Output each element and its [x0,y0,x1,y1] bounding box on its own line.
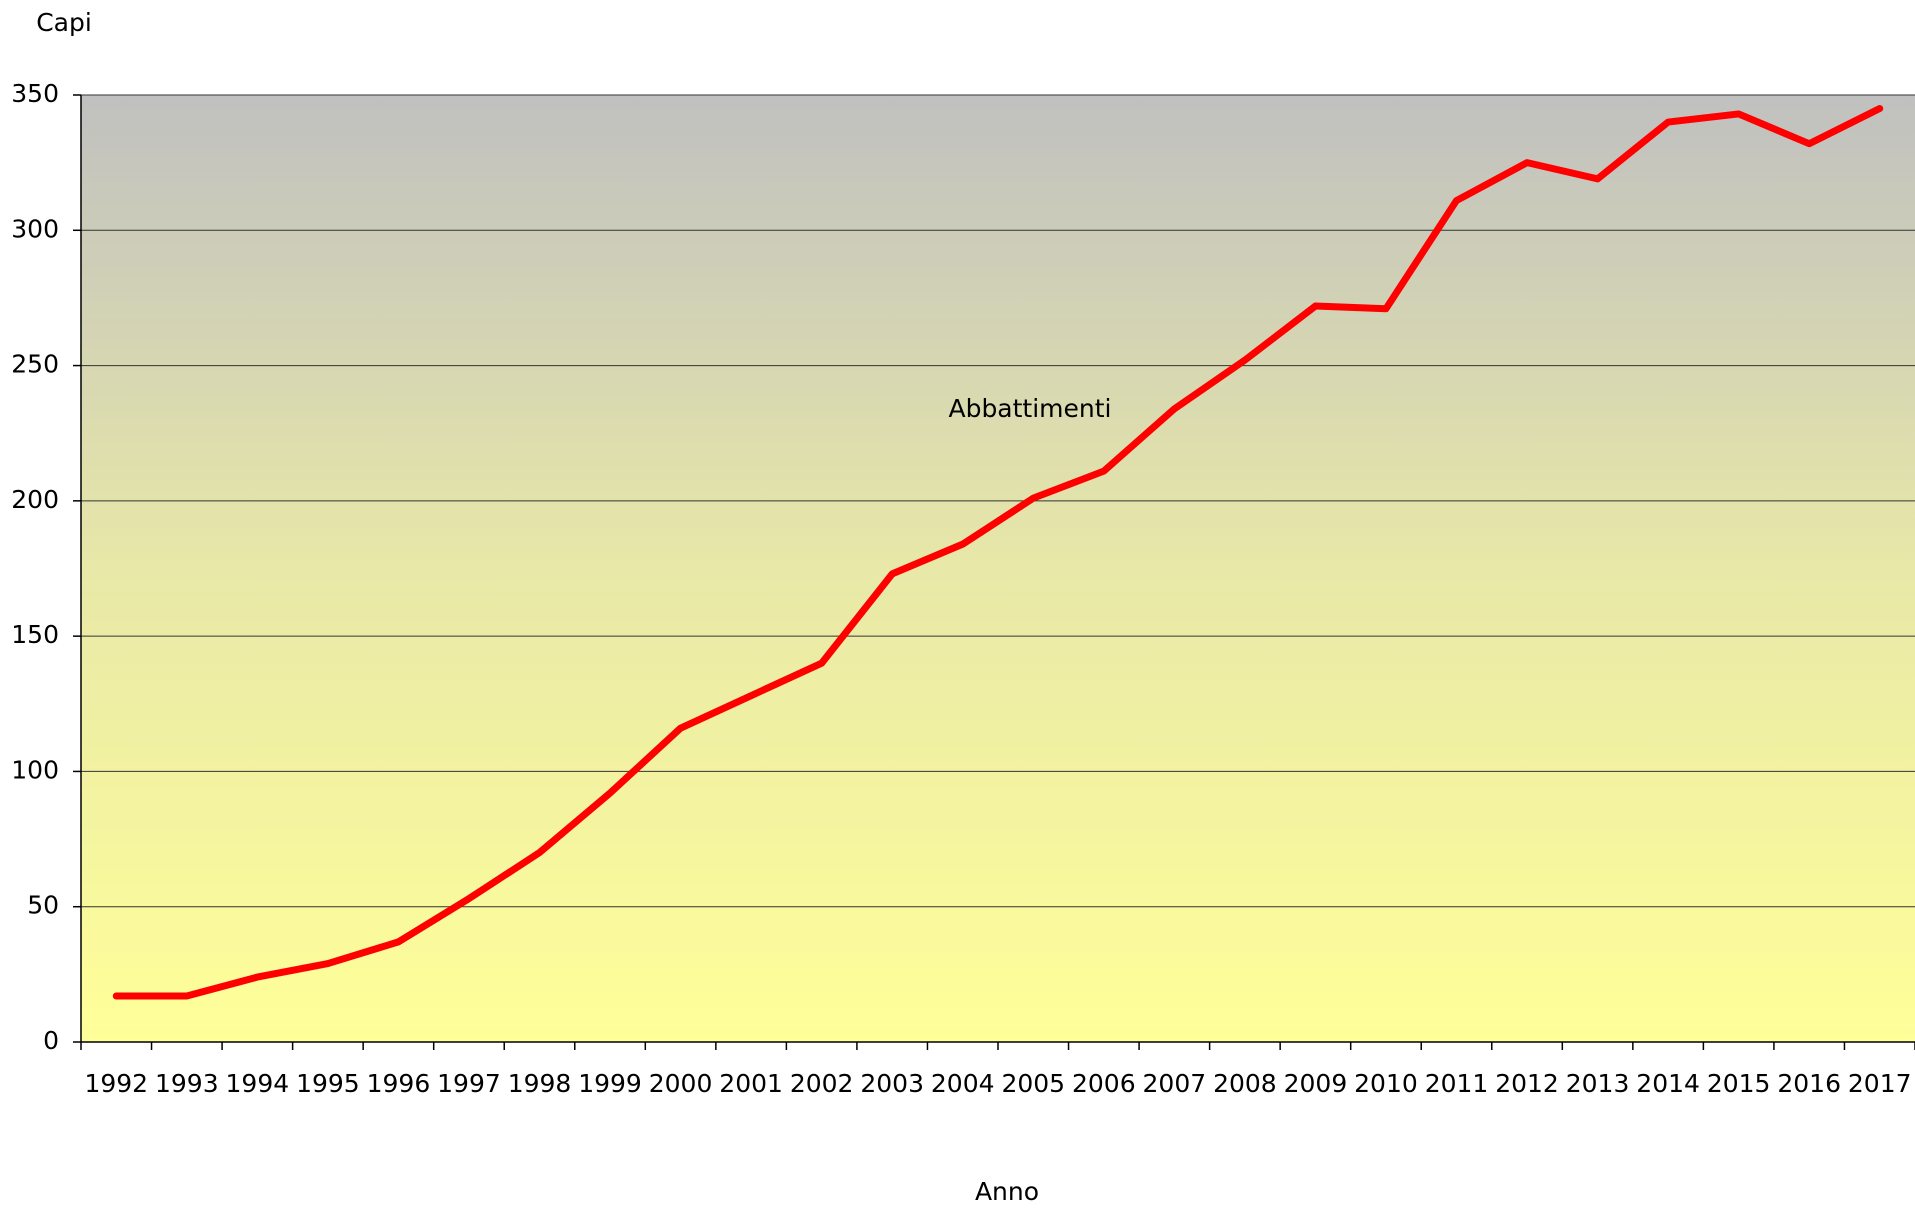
x-tick-label: 2005 [1001,1069,1065,1098]
x-axis-label: Anno [975,1177,1039,1206]
x-tick-label: 2002 [790,1069,854,1098]
x-tick-label: 2011 [1425,1069,1489,1098]
x-tick-label: 1996 [367,1069,431,1098]
x-tick-label: 2001 [719,1069,783,1098]
x-tick-label: 1995 [296,1069,360,1098]
y-tick-label: 200 [11,485,59,514]
y-tick-label: 50 [27,891,59,920]
x-tick-label: 2013 [1566,1069,1630,1098]
y-tick-label: 100 [11,755,59,784]
x-tick-label: 2004 [931,1069,995,1098]
y-tick-label: 350 [11,79,59,108]
y-tick-label: 150 [11,620,59,649]
x-tick-label: 2017 [1848,1069,1912,1098]
x-tick-label: 2003 [860,1069,924,1098]
x-tick-label: 1993 [155,1069,219,1098]
x-tick-label: 1992 [84,1069,148,1098]
x-tick-label: 1999 [578,1069,642,1098]
x-tick-label: 2000 [649,1069,713,1098]
x-tick-label: 2008 [1213,1069,1277,1098]
series-label: Abbattimenti [948,394,1111,423]
x-tick-label: 2014 [1636,1069,1700,1098]
x-tick-label: 1997 [437,1069,501,1098]
x-tick-label: 2010 [1354,1069,1418,1098]
plot-area [81,95,1915,1042]
y-tick-label: 250 [11,350,59,379]
y-tick-label: 0 [43,1026,59,1055]
x-tick-label: 2012 [1495,1069,1559,1098]
x-tick-label: 2007 [1143,1069,1207,1098]
x-tick-label: 1998 [508,1069,572,1098]
y-axis-label: Capi [36,8,92,37]
x-tick-label: 2015 [1707,1069,1771,1098]
x-tick-label: 2006 [1072,1069,1136,1098]
x-tick-label: 1994 [226,1069,290,1098]
y-tick-label: 300 [11,214,59,243]
x-tick-label: 2016 [1777,1069,1841,1098]
x-tick-label: 2009 [1284,1069,1348,1098]
data-line [112,105,1884,1000]
